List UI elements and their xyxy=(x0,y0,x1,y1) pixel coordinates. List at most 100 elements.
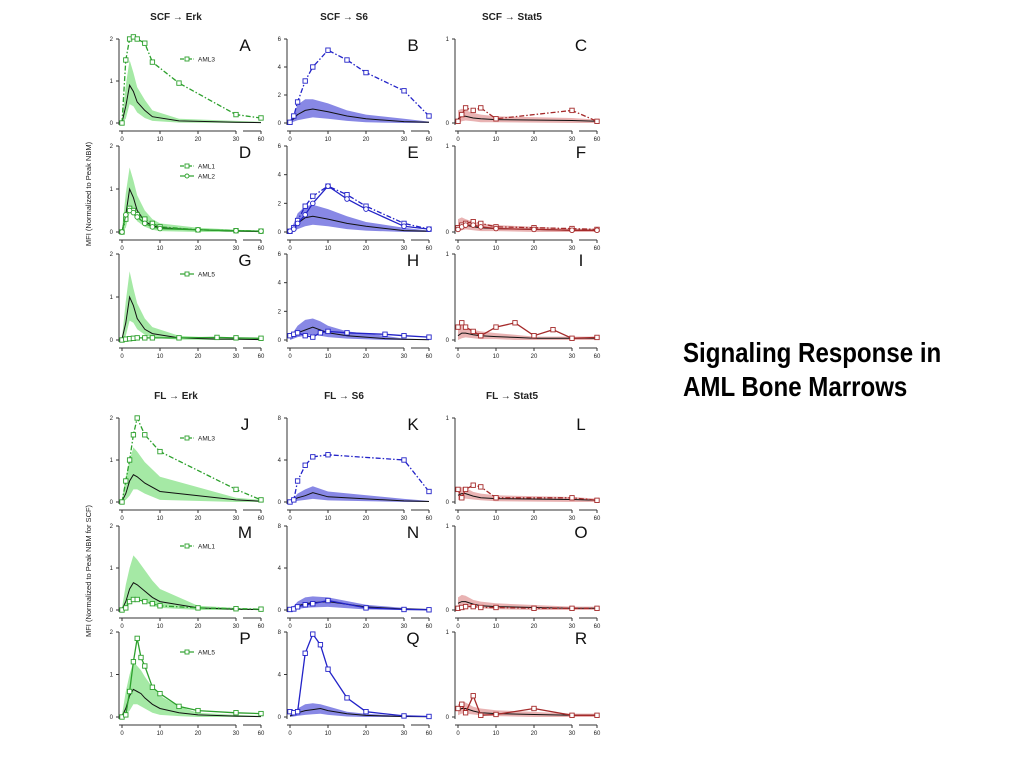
data-point xyxy=(130,659,137,665)
x-tick-label: 60 xyxy=(426,624,433,630)
x-tick-label: 60 xyxy=(426,137,433,143)
y-tick-label: 1 xyxy=(446,630,450,636)
data-point xyxy=(594,227,600,234)
y-tick-label: 1 xyxy=(110,673,114,679)
data-point xyxy=(176,80,182,86)
x-tick-label: 60 xyxy=(594,137,601,143)
data-point xyxy=(455,324,461,330)
data-point xyxy=(123,712,129,718)
data-point xyxy=(134,36,140,42)
data-point xyxy=(401,223,407,230)
data-point xyxy=(134,415,140,421)
data-point xyxy=(594,605,600,611)
data-point xyxy=(149,601,156,607)
data-point xyxy=(470,603,476,610)
nbm-range-band xyxy=(122,447,261,502)
data-point xyxy=(478,604,484,611)
x-tick-label: 30 xyxy=(569,624,576,630)
x-tick-label: 0 xyxy=(120,354,124,360)
y-tick-label: 8 xyxy=(278,630,282,636)
y-tick-label: 4 xyxy=(278,281,282,287)
nbm-range-band xyxy=(122,555,261,610)
data-point xyxy=(119,120,125,126)
panel-title: FL → Stat5 xyxy=(486,391,538,402)
data-point xyxy=(294,220,301,227)
x-tick-label: 10 xyxy=(157,246,164,252)
data-point xyxy=(470,482,476,488)
data-point xyxy=(310,193,316,199)
data-point xyxy=(157,448,163,455)
x-tick-label: 10 xyxy=(493,731,500,737)
x-tick-label: 60 xyxy=(258,246,265,252)
x-tick-label: 60 xyxy=(258,137,265,143)
y-tick-label: 6 xyxy=(278,37,282,43)
data-point xyxy=(459,320,465,326)
x-tick-label: 30 xyxy=(569,516,576,522)
data-point xyxy=(294,330,301,336)
data-point xyxy=(569,335,575,341)
x-tick-label: 20 xyxy=(531,137,538,143)
nbm-mean-line xyxy=(121,83,262,124)
y-tick-label: 4 xyxy=(278,673,282,679)
nbm-mean-line xyxy=(121,582,262,611)
x-tick-label: 20 xyxy=(195,137,202,143)
y-tick-label: 2 xyxy=(110,252,114,258)
y-tick-label: 0 xyxy=(278,121,282,127)
data-point xyxy=(363,605,369,611)
nbm-range-band xyxy=(290,318,429,340)
y-tick-label: 4 xyxy=(278,173,282,179)
data-point xyxy=(294,709,301,715)
x-tick-label: 30 xyxy=(233,246,240,252)
data-point xyxy=(126,688,133,695)
x-tick-label: 30 xyxy=(233,516,240,522)
data-point xyxy=(401,88,407,94)
legend-label: AML2 xyxy=(198,174,215,181)
panel-letter: G xyxy=(238,251,251,270)
x-tick-label: 20 xyxy=(363,137,370,143)
x-tick-label: 10 xyxy=(493,137,500,143)
y-tick-label: 0 xyxy=(110,715,114,721)
x-tick-label: 20 xyxy=(363,624,370,630)
x-tick-label: 30 xyxy=(401,246,408,252)
nbm-mean-line xyxy=(457,493,598,501)
data-point xyxy=(478,333,484,339)
nbm-range-band xyxy=(290,596,429,610)
data-point xyxy=(142,432,148,438)
data-point xyxy=(594,497,600,503)
panel-letter: I xyxy=(579,251,584,270)
data-point xyxy=(258,497,264,503)
data-point xyxy=(401,606,407,613)
legend-marker xyxy=(184,435,190,441)
y-tick-label: 2 xyxy=(110,416,114,422)
data-point xyxy=(462,486,469,493)
data-point xyxy=(594,334,600,341)
panel-N: N 0 4 8 0 10 20 30 60 xyxy=(278,523,433,630)
data-point xyxy=(130,209,137,216)
panel-title: SCF → S6 xyxy=(320,12,368,23)
y-tick-label: 1 xyxy=(110,187,114,193)
x-tick-label: 30 xyxy=(401,354,408,360)
data-point xyxy=(478,105,484,111)
data-point xyxy=(142,216,148,222)
y-tick-label: 0 xyxy=(446,608,450,614)
panel-letter: E xyxy=(407,143,418,162)
data-point xyxy=(317,642,324,648)
data-point xyxy=(455,486,461,493)
x-tick-label: 0 xyxy=(456,516,460,522)
data-point xyxy=(512,320,518,326)
data-point xyxy=(478,484,484,490)
x-tick-label: 30 xyxy=(233,137,240,143)
y-tick-label: 0 xyxy=(110,121,114,127)
legend-label: AML5 xyxy=(198,650,215,657)
data-point xyxy=(302,333,308,339)
x-tick-label: 10 xyxy=(325,354,332,360)
data-point xyxy=(426,488,432,495)
data-point xyxy=(123,212,129,218)
slide-title: Signaling Response in AML Bone Marrows xyxy=(683,336,967,404)
panel-letter: A xyxy=(239,36,251,55)
y-axis-label-bottom: MFI (Normalized to Peak NBM for SCF) xyxy=(84,504,93,637)
data-point xyxy=(142,335,148,341)
